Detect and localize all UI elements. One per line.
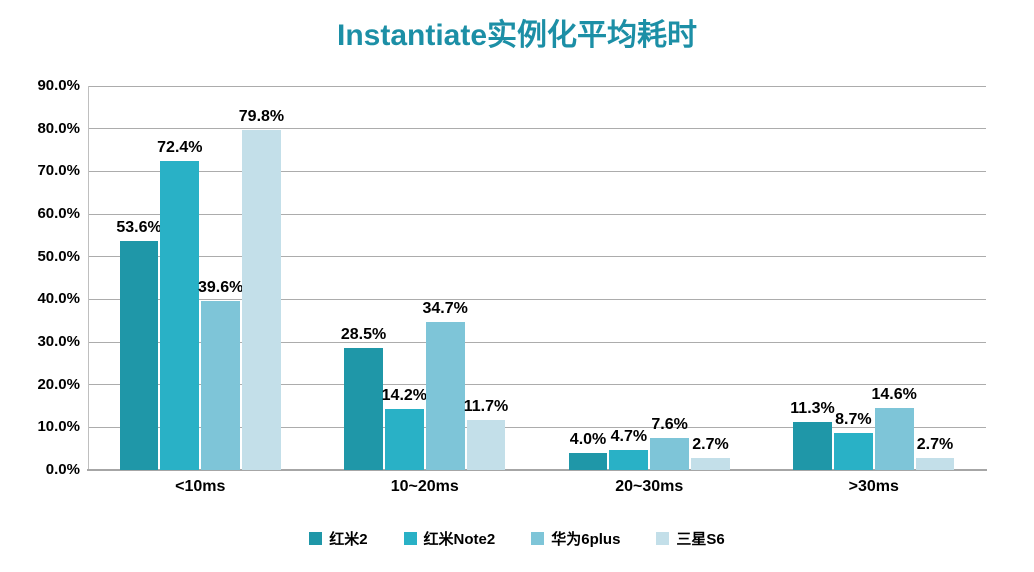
bar-红米2-20~30ms <box>568 452 608 470</box>
bar-data-label: 72.4% <box>157 139 203 157</box>
bar-data-label: 2.7% <box>916 436 954 454</box>
legend-label: 华为6plus <box>551 531 621 548</box>
legend-swatch-icon <box>403 532 417 545</box>
y-tick-label: 90.0% <box>37 77 80 94</box>
y-tick-label: 10.0% <box>37 418 80 436</box>
bar-data-label: 79.8% <box>238 107 285 125</box>
bar-data-label: 14.2% <box>381 387 428 405</box>
legend-item-三星S6: 三星S6 <box>656 528 725 549</box>
x-tick-label: 10~20ms <box>390 478 459 495</box>
bar-data-label: 11.7% <box>463 398 509 416</box>
legend-swatch-icon <box>531 532 545 545</box>
bar-data-label: 14.6% <box>871 385 917 403</box>
gridline <box>88 85 986 87</box>
y-axis: 0.0% 10.0% 20.0% 30.0% 40.0% 50.0% 60.0% 70.0% 8… <box>0 77 80 478</box>
legend-label: 红米Note2 <box>423 531 496 548</box>
gridline <box>88 128 986 130</box>
gridline <box>88 341 986 343</box>
bar-data-label: 34.7% <box>422 299 468 317</box>
bar-data-label: 7.6% <box>651 415 688 433</box>
legend-item-红米Note2: 红米Note2 <box>403 528 496 549</box>
x-tick-label: 20~30ms <box>615 478 684 495</box>
bar-华为6plus-<10ms <box>201 301 241 470</box>
gridline <box>88 213 986 215</box>
y-tick-label: 40.0% <box>37 290 80 308</box>
y-tick-label: 80.0% <box>37 119 80 137</box>
bar-data-label: 4.7% <box>610 427 648 445</box>
legend-swatch-icon <box>656 532 670 545</box>
gridline <box>88 170 986 172</box>
plot-area: 53.6% 72.4% 39.6% 79.8% 28.5% 14.2% 34.7% 11.7%… <box>87 85 987 471</box>
x-axis-line <box>87 469 987 471</box>
y-tick-label: 50.0% <box>37 247 80 265</box>
bar-红米Note2-20~30ms <box>609 449 649 470</box>
legend-item-红米2: 红米2 <box>309 528 368 549</box>
bar-红米2->30ms <box>793 421 832 470</box>
bar-红米2-<10ms <box>119 241 159 470</box>
y-tick-label: 20.0% <box>37 375 80 393</box>
x-tick-label: >30ms <box>848 478 899 495</box>
x-tick-label: <10ms <box>175 478 226 495</box>
y-tick-label: 60.0% <box>37 205 80 222</box>
chart-title: Instantiate实例化平均耗时 <box>336 19 698 52</box>
bar-红米2-10~20ms <box>344 348 383 470</box>
y-axis-line <box>88 86 89 470</box>
bar-三星S6-10~20ms <box>466 420 506 470</box>
legend-label: 红米2 <box>329 531 368 548</box>
bar-红米Note2-10~20ms <box>384 409 424 470</box>
bar-data-label: 53.6% <box>116 219 162 237</box>
legend: 红米2 红米Note2 华为6plus 三星S6 <box>0 528 1034 549</box>
bar-红米Note2-<10ms <box>160 161 200 470</box>
y-tick-label: 0.0% <box>45 461 80 478</box>
bar-华为6plus-20~30ms <box>650 437 690 470</box>
bar-data-label: 28.5% <box>340 326 387 344</box>
bar-data-label: 39.6% <box>197 279 244 297</box>
bar-红米Note2->30ms <box>833 432 873 470</box>
bar-data-label: 2.7% <box>692 436 729 454</box>
x-axis: <10ms 10~20ms 20~30ms >30ms <box>88 478 986 502</box>
legend-swatch-icon <box>309 532 323 545</box>
bar-三星S6-20~30ms <box>691 458 730 470</box>
gridline <box>88 256 986 258</box>
gridline <box>88 426 986 428</box>
legend-item-华为6plus: 华为6plus <box>531 528 620 549</box>
bar-data-label: 4.0% <box>569 430 607 448</box>
bar-三星S6-<10ms <box>242 129 281 470</box>
y-tick-label: 70.0% <box>37 162 80 180</box>
bar-华为6plus-10~20ms <box>425 321 465 470</box>
y-tick-label: 30.0% <box>37 333 80 350</box>
gridline <box>88 298 986 300</box>
bar-data-label: 8.7% <box>835 410 872 428</box>
bar-三星S6->30ms <box>915 458 955 470</box>
bar-data-label: 11.3% <box>790 399 835 417</box>
gridline <box>88 384 986 386</box>
bar-华为6plus->30ms <box>874 407 914 470</box>
legend-label: 三星S6 <box>676 531 725 548</box>
